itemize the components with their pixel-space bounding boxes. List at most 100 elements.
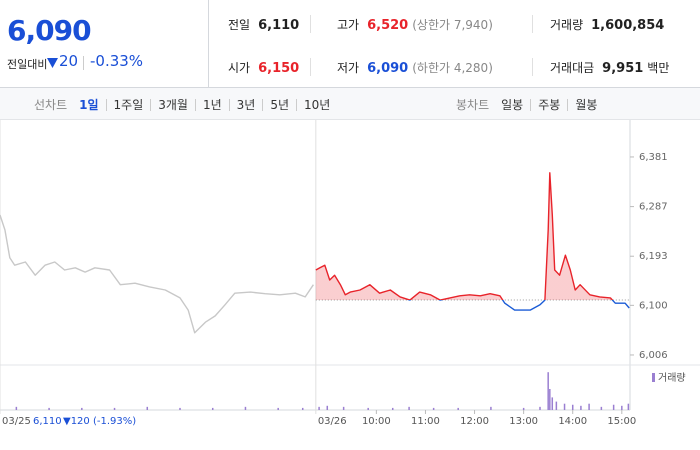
stat-note: (상한가 7,940) (412, 18, 493, 32)
tab-group: 선차트 1일 1주일 3개월 1년 3년 5년 10년 (34, 96, 337, 113)
tab[interactable]: 월봉 (567, 98, 604, 111)
stat-unit: 백만 (647, 61, 670, 75)
quote-header: 6,090 전일대비 20 -0.33% 전일 6,110 고가 6,520 (상한가 … (0, 0, 700, 88)
stat-value: 6,110 (258, 18, 300, 33)
volume-bar (621, 405, 623, 410)
volume-bar (432, 407, 435, 410)
stat: 고가 6,520 (상한가 7,940) (337, 16, 493, 33)
area-fill (315, 172, 630, 311)
x-tick-label: 12:00 (460, 416, 489, 427)
volume-bar (326, 405, 329, 410)
prev-close: 6,110 (33, 416, 62, 427)
stat-value: 9,951 (602, 61, 644, 76)
legend-label: 거래량 (658, 372, 686, 384)
tab[interactable]: 5년 (262, 98, 296, 111)
volume-bar (342, 406, 345, 410)
volume-bar (547, 372, 549, 410)
change-rate: -0.33% (90, 52, 144, 70)
tab-group-label: 봉차트 (456, 98, 490, 112)
stat-label: 거래대금 (550, 61, 595, 75)
prev-change: ▼120 (-1.93%) (63, 416, 136, 427)
volume-bar (301, 407, 304, 410)
stat-value: 1,600,854 (591, 18, 665, 33)
tab[interactable]: 10년 (296, 98, 337, 111)
volume-bar (113, 407, 116, 410)
stat-value: 6,090 (367, 61, 409, 76)
down-icon (47, 58, 58, 68)
stat: 시가 6,150 (228, 59, 299, 76)
tab[interactable]: 주봉 (530, 98, 567, 111)
stat-label: 고가 (337, 18, 360, 32)
legend-swatch (652, 373, 655, 382)
x-tick-label: 03/25 (2, 416, 31, 427)
stat: 전일 6,110 (228, 16, 299, 33)
x-tick-label: 13:00 (509, 416, 538, 427)
stat-label: 시가 (228, 61, 251, 75)
volume-bar (391, 407, 394, 410)
x-tick-label: 03/26 (318, 416, 347, 427)
volume-bar (600, 406, 603, 410)
stat-label: 거래량 (550, 18, 584, 32)
volume-bar (551, 397, 554, 410)
price-line (315, 172, 630, 311)
volume-bar (457, 407, 459, 410)
chart: 6,381 6,287 6,193 6,100 6,006 03/25 03/26 10:00… (0, 120, 700, 427)
x-tick-label: 14:00 (558, 416, 587, 427)
volume-bar (318, 406, 320, 410)
tab-bar: 선차트 1일 1주일 3개월 1년 3년 5년 10년 봉차트 일봉 주봉 월봉 (0, 88, 700, 120)
stat-value: 6,520 (367, 18, 409, 33)
volume-bar (367, 407, 369, 410)
volume-bar (244, 406, 247, 410)
tab-group: 봉차트 일봉 주봉 월봉 (456, 96, 604, 113)
change: 20 (59, 52, 79, 70)
stat-note: (하한가 4,280) (412, 61, 493, 75)
volume-bar (408, 406, 410, 410)
x-tick-label: 11:00 (411, 416, 440, 427)
price-line (0, 214, 314, 334)
tab[interactable]: 1년 (194, 98, 229, 111)
tab[interactable]: 3년 (228, 98, 263, 111)
x-tick-label: 10:00 (362, 416, 391, 427)
divider (208, 0, 209, 88)
tab[interactable]: 3개월 (150, 98, 195, 111)
y-tick-label: 6,100 (639, 300, 668, 311)
volume-bar (549, 389, 551, 410)
divider (310, 58, 311, 76)
stat: 저가 6,090 (하한가 4,280) (337, 59, 493, 76)
volume-bar (571, 404, 574, 410)
divider (83, 56, 84, 70)
current-price: 6,090 (7, 14, 92, 47)
stat-label: 저가 (337, 61, 360, 75)
volume-bar (490, 406, 492, 410)
y-tick-label: 6,006 (639, 350, 668, 361)
volume-bar (580, 405, 582, 410)
volume-bar (81, 407, 83, 410)
stat-value: 6,150 (258, 61, 300, 76)
volume-bar (522, 407, 525, 410)
volume-bar (563, 403, 566, 410)
volume-bar (48, 407, 50, 410)
x-tick-label: 15:00 (607, 416, 636, 427)
tab[interactable]: 1일 (79, 97, 99, 112)
stat: 거래량 1,600,854 (550, 16, 664, 33)
change-label: 전일대비 (7, 58, 48, 71)
tab[interactable]: 1주일 (105, 98, 151, 111)
volume-bar (179, 407, 181, 410)
volume-bar (15, 406, 18, 410)
volume-bar (627, 403, 630, 410)
y-tick-label: 6,381 (639, 152, 668, 163)
volume-bar (555, 401, 558, 410)
divider (532, 58, 533, 76)
tab-group-label: 선차트 (34, 98, 68, 112)
divider (310, 15, 311, 33)
divider (532, 15, 533, 33)
tab[interactable]: 일봉 (501, 97, 524, 112)
y-tick-label: 6,193 (639, 251, 668, 262)
stat: 거래대금 9,951 백만 (550, 59, 669, 76)
volume-bar (211, 407, 214, 410)
y-tick-label: 6,287 (639, 202, 668, 213)
volume-bar (612, 404, 615, 410)
volume-bar (277, 407, 279, 410)
volume-bar (588, 403, 590, 410)
